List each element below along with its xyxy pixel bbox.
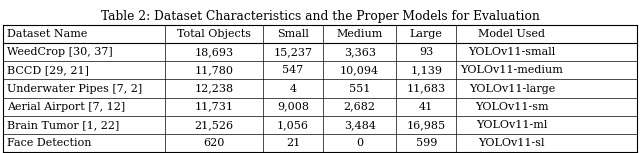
Text: YOLOv11-small: YOLOv11-small [468, 47, 556, 57]
Text: 2,682: 2,682 [344, 102, 376, 112]
Text: 12,238: 12,238 [195, 84, 234, 93]
Text: Model Used: Model Used [478, 29, 545, 39]
Text: 547: 547 [282, 65, 304, 75]
Text: Brain Tumor [1, 22]: Brain Tumor [1, 22] [7, 120, 119, 130]
Text: BCCD [29, 21]: BCCD [29, 21] [7, 65, 89, 75]
Text: 3,484: 3,484 [344, 120, 376, 130]
Text: Total Objects: Total Objects [177, 29, 251, 39]
Text: 15,237: 15,237 [273, 47, 312, 57]
Text: 11,731: 11,731 [195, 102, 234, 112]
Text: Medium: Medium [337, 29, 383, 39]
Text: 16,985: 16,985 [406, 120, 445, 130]
Text: 1,056: 1,056 [277, 120, 309, 130]
Text: 93: 93 [419, 47, 433, 57]
Text: WeedCrop [30, 37]: WeedCrop [30, 37] [7, 47, 113, 57]
Text: YOLOv11-ml: YOLOv11-ml [476, 120, 547, 130]
Text: Small: Small [277, 29, 309, 39]
Text: 9,008: 9,008 [277, 102, 309, 112]
Text: YOLOv11-medium: YOLOv11-medium [460, 65, 563, 75]
Text: Aerial Airport [7, 12]: Aerial Airport [7, 12] [7, 102, 125, 112]
Text: 620: 620 [203, 138, 225, 148]
Text: 21,526: 21,526 [195, 120, 234, 130]
Text: Underwater Pipes [7, 2]: Underwater Pipes [7, 2] [7, 84, 142, 93]
Text: 11,683: 11,683 [406, 84, 445, 93]
Text: 599: 599 [415, 138, 437, 148]
Text: Face Detection: Face Detection [7, 138, 92, 148]
Text: Large: Large [410, 29, 443, 39]
Text: Dataset Name: Dataset Name [7, 29, 87, 39]
Text: YOLOv11-large: YOLOv11-large [468, 84, 555, 93]
Text: 11,780: 11,780 [195, 65, 234, 75]
Text: 18,693: 18,693 [195, 47, 234, 57]
Text: 551: 551 [349, 84, 371, 93]
Text: 4: 4 [289, 84, 296, 93]
Text: YOLOv11-sm: YOLOv11-sm [475, 102, 548, 112]
Text: 3,363: 3,363 [344, 47, 376, 57]
Text: 0: 0 [356, 138, 363, 148]
Text: 10,094: 10,094 [340, 65, 379, 75]
Text: YOLOv11-sl: YOLOv11-sl [479, 138, 545, 148]
Text: Table 2: Dataset Characteristics and the Proper Models for Evaluation: Table 2: Dataset Characteristics and the… [100, 10, 540, 23]
Text: 21: 21 [286, 138, 300, 148]
Text: 41: 41 [419, 102, 433, 112]
Text: 1,139: 1,139 [410, 65, 442, 75]
